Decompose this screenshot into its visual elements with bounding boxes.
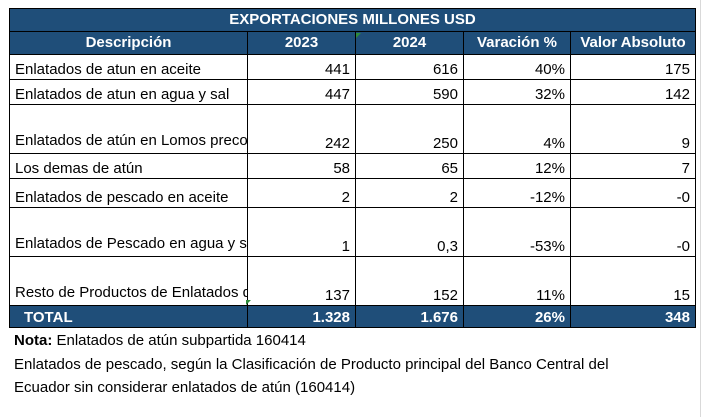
- cell-2023[interactable]: 137: [247, 256, 356, 306]
- cell-indicator-icon: [246, 300, 251, 305]
- cell-2024[interactable]: 590: [355, 79, 464, 105]
- cell-valor-absoluto[interactable]: 142: [570, 79, 696, 105]
- note-text-3: Ecuador sin considerar enlatados de atún…: [14, 379, 356, 396]
- cell-2024[interactable]: 616: [355, 54, 464, 80]
- cell-descripcion[interactable]: Enlatados de pescado en aceite: [9, 178, 248, 208]
- total-valor-absoluto[interactable]: 348: [570, 305, 696, 328]
- cell-2024[interactable]: 250: [355, 104, 464, 154]
- cell-2023[interactable]: 2: [247, 178, 356, 208]
- table-row: Enlatados de atun en agua y sal 447 590 …: [9, 79, 696, 105]
- cell-2023[interactable]: 242: [247, 104, 356, 154]
- table-row: Enlatados de Pescado en agua y sal 1 0,3…: [9, 207, 696, 257]
- table-row: Enlatados de atún en Lomos precocidos 24…: [9, 104, 696, 154]
- header-valor-absoluto[interactable]: Valor Absoluto: [570, 31, 696, 55]
- cell-2023[interactable]: 441: [247, 54, 356, 80]
- note-label: Nota:: [14, 332, 53, 349]
- table-row: Enlatados de pescado en aceite 2 2 -12% …: [9, 178, 696, 208]
- total-label[interactable]: TOTAL: [9, 305, 248, 328]
- cell-descripcion[interactable]: Resto de Productos de Enlatados de Pesca…: [9, 256, 248, 306]
- cell-variacion[interactable]: 12%: [463, 153, 571, 179]
- exports-table: EXPORTACIONES MILLONES USD Descripción 2…: [9, 8, 696, 328]
- table-row: Enlatados de atun en aceite 441 616 40% …: [9, 54, 696, 80]
- cell-descripcion[interactable]: Enlatados de atun en agua y sal: [9, 79, 248, 105]
- header-2024[interactable]: 2024: [355, 31, 464, 55]
- cell-2023[interactable]: 1: [247, 207, 356, 257]
- cell-2024[interactable]: 65: [355, 153, 464, 179]
- cell-valor-absoluto[interactable]: 175: [570, 54, 696, 80]
- cell-valor-absoluto[interactable]: 9: [570, 104, 696, 154]
- cell-2023[interactable]: 58: [247, 153, 356, 179]
- total-2023[interactable]: 1.328: [247, 305, 356, 328]
- note-line-1: Nota: Enlatados de atún subpartida 16041…: [14, 329, 306, 353]
- cell-valor-absoluto[interactable]: -0: [570, 207, 696, 257]
- cell-descripcion[interactable]: Enlatados de atún en Lomos precocidos: [9, 104, 248, 154]
- cell-2023[interactable]: 447: [247, 79, 356, 105]
- cell-descripcion[interactable]: Los demas de atún: [9, 153, 248, 179]
- cell-2024[interactable]: 2: [355, 178, 464, 208]
- header-2023[interactable]: 2023: [247, 31, 356, 55]
- note-text-1: Enlatados de atún subpartida 160414: [52, 332, 306, 349]
- note-text-2: Enlatados de pescado, según la Clasifica…: [14, 356, 609, 373]
- total-variacion[interactable]: 26%: [463, 305, 571, 328]
- cell-valor-absoluto[interactable]: 15: [570, 256, 696, 306]
- header-descripcion[interactable]: Descripción: [9, 31, 248, 55]
- cell-variacion[interactable]: 4%: [463, 104, 571, 154]
- cell-2024[interactable]: 152: [355, 256, 464, 306]
- total-2024[interactable]: 1.676: [355, 305, 464, 328]
- total-row: TOTAL 1.328 1.676 26% 348: [9, 305, 696, 328]
- cell-descripcion[interactable]: Enlatados de atun en aceite: [9, 54, 248, 80]
- table-row: Los demas de atún 58 65 12% 7: [9, 153, 696, 179]
- cell-variacion[interactable]: 32%: [463, 79, 571, 105]
- cell-valor-absoluto[interactable]: 7: [570, 153, 696, 179]
- cell-valor-absoluto[interactable]: -0: [570, 178, 696, 208]
- table-row: Resto de Productos de Enlatados de Pesca…: [9, 256, 696, 306]
- sheet-gridline: [700, 0, 701, 417]
- cell-descripcion[interactable]: Enlatados de Pescado en agua y sal: [9, 207, 248, 257]
- cell-2024[interactable]: 0,3: [355, 207, 464, 257]
- header-variacion[interactable]: Varación %: [463, 31, 571, 55]
- cell-variacion[interactable]: 11%: [463, 256, 571, 306]
- cell-variacion[interactable]: -12%: [463, 178, 571, 208]
- cell-variacion[interactable]: -53%: [463, 207, 571, 257]
- table-title[interactable]: EXPORTACIONES MILLONES USD: [9, 8, 696, 32]
- cell-variacion[interactable]: 40%: [463, 54, 571, 80]
- cell-indicator-icon: [356, 33, 361, 38]
